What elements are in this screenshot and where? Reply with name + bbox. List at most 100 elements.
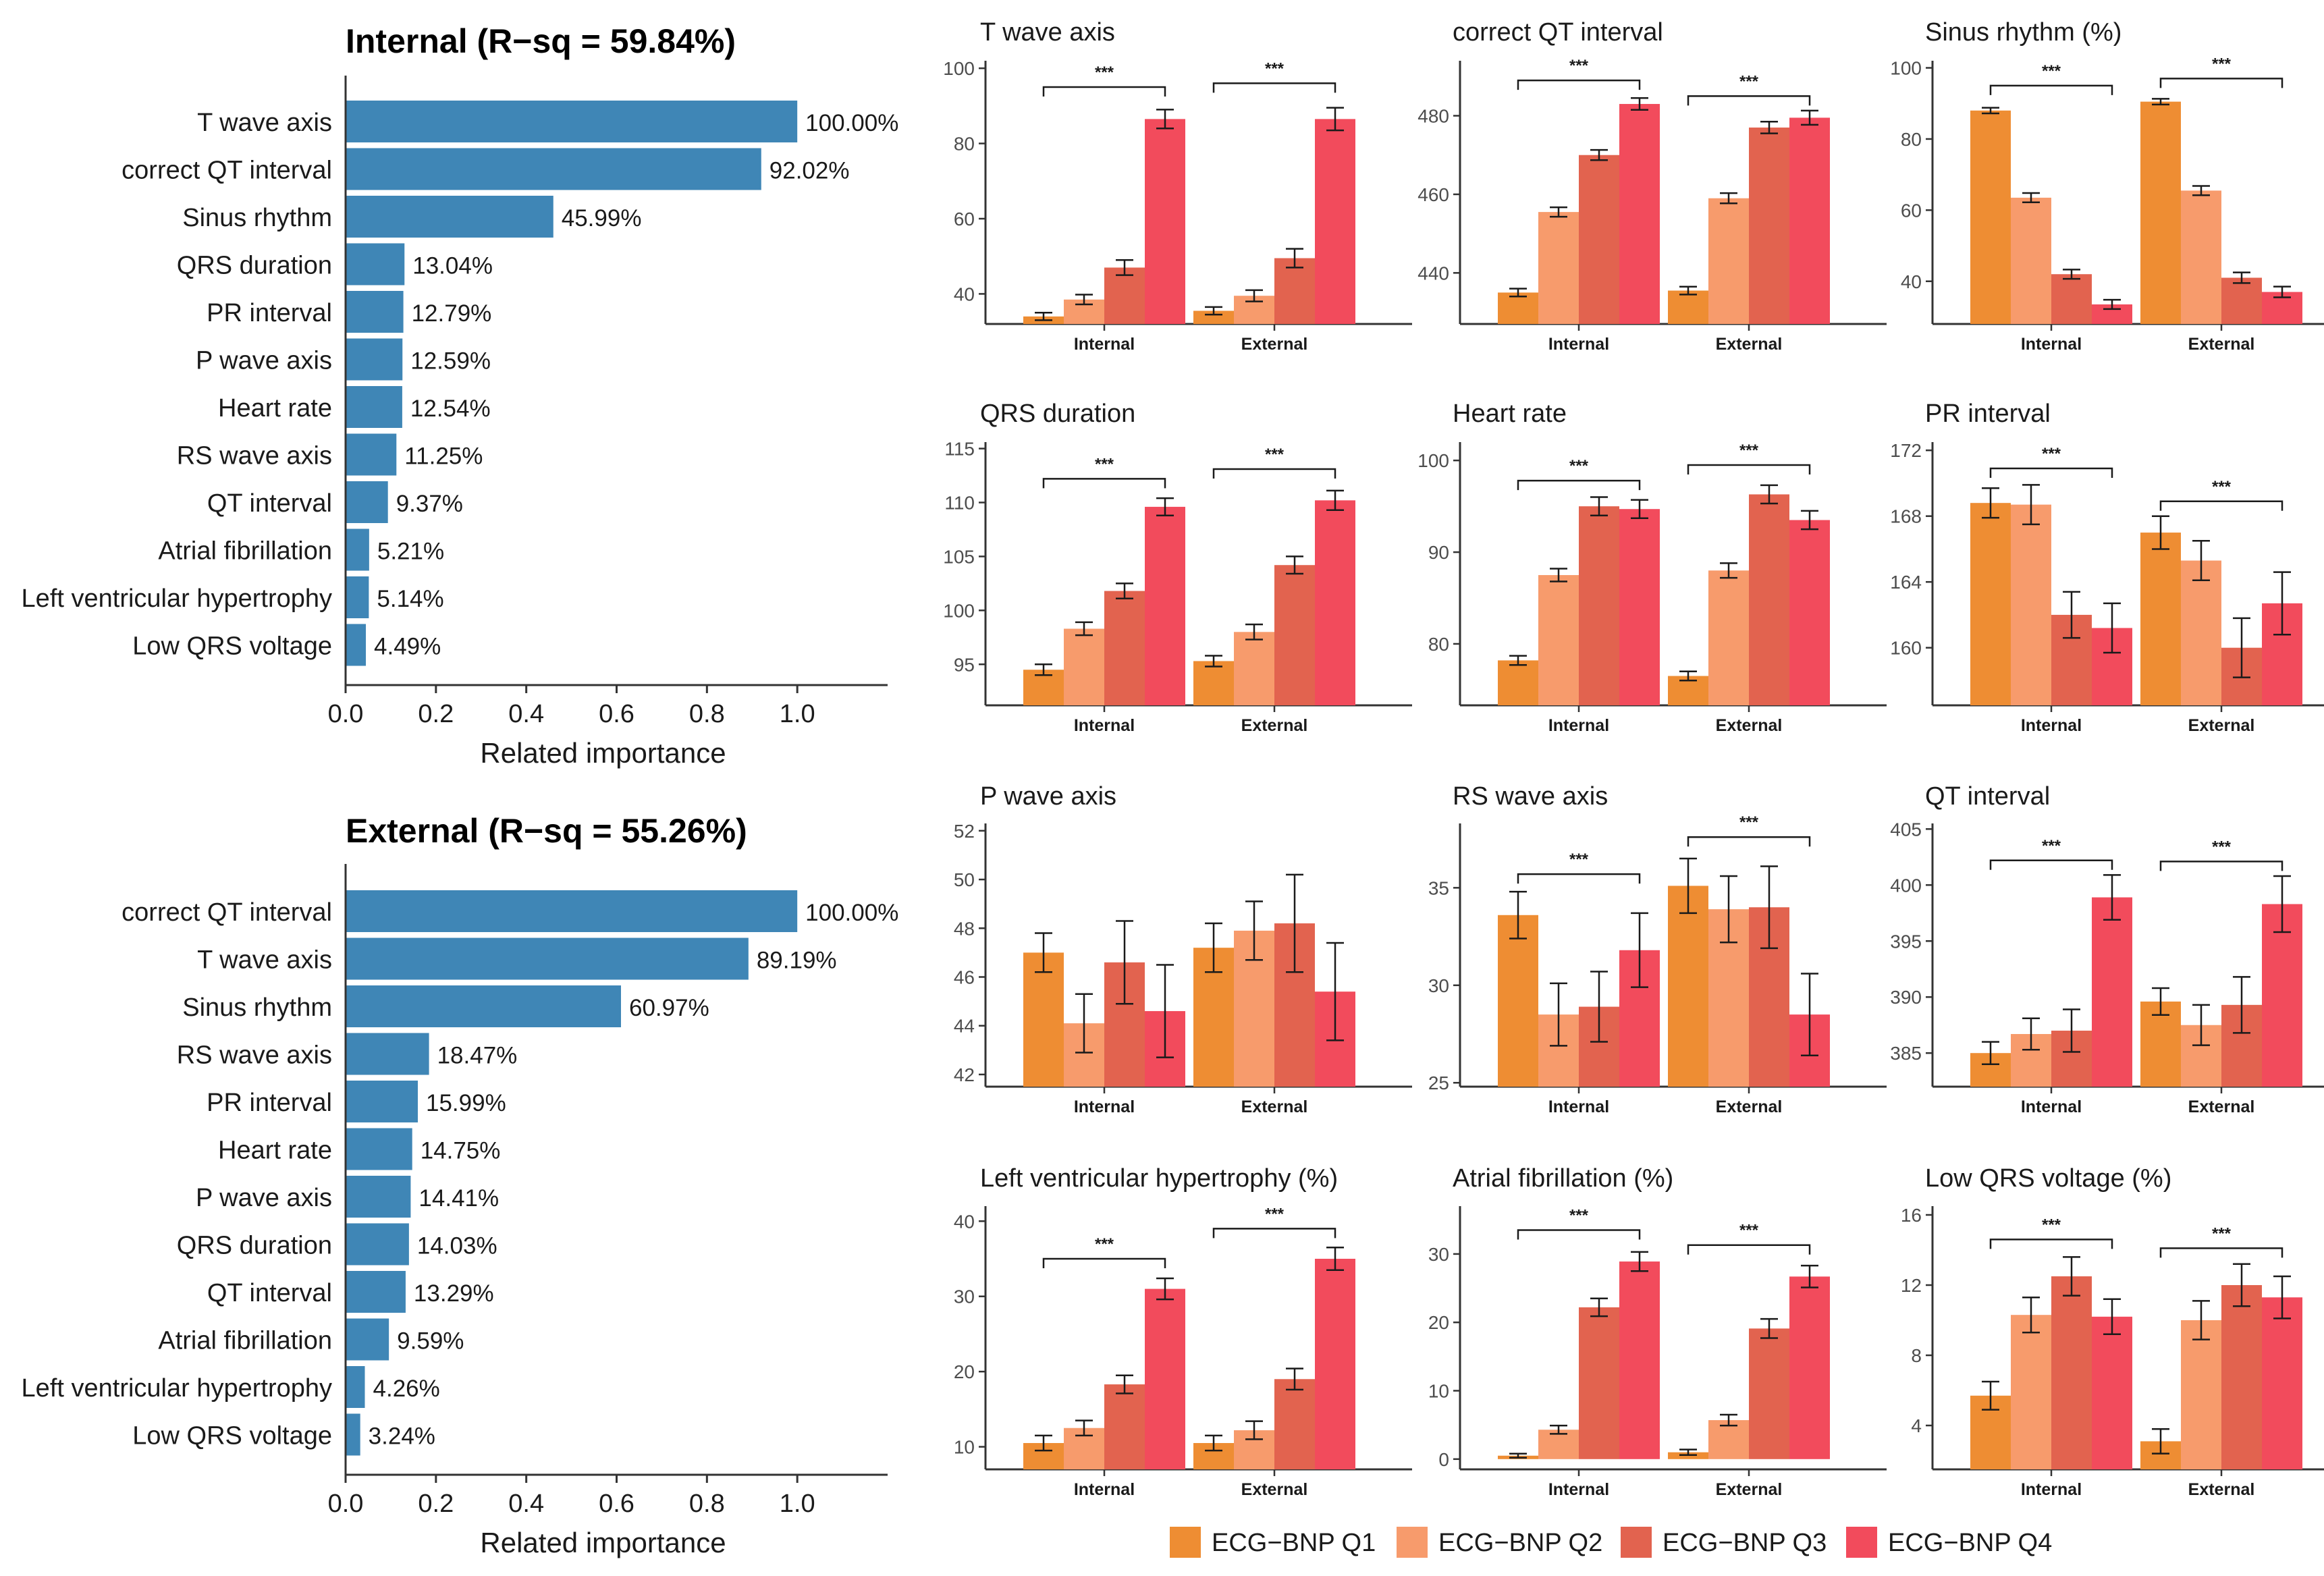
bar-ecg-bnp-q4-external: [1789, 117, 1830, 324]
value-label: 14.41%: [418, 1185, 499, 1212]
legend-swatch-ecg-bnp-q3: [1621, 1527, 1652, 1558]
category-label: Sinus rhythm: [182, 204, 332, 232]
significance-bracket: [1989, 84, 2113, 95]
x-tick-label: External: [1241, 335, 1308, 354]
bar-ecg-bnp-q1-internal: [1498, 660, 1538, 705]
importance-bar-low-qrs-voltage: [346, 624, 367, 666]
category-label: T wave axis: [197, 109, 332, 137]
x-tick-label: Internal: [1548, 1480, 1609, 1499]
significance-label: ***: [1095, 63, 1114, 82]
bar-ecg-bnp-q4-internal: [1145, 506, 1185, 705]
panel-title: PR interval: [1925, 400, 2051, 428]
category-label: Heart rate: [218, 1137, 332, 1165]
x-tick-label: 0.6: [599, 700, 634, 728]
significance-bracket: [2159, 1247, 2284, 1258]
bar-ecg-bnp-q4-external: [2262, 904, 2302, 1087]
bar-ecg-bnp-q3-internal: [2051, 1276, 2092, 1469]
category-label: Sinus rhythm: [182, 994, 332, 1022]
y-tick-label: 30: [1428, 1244, 1449, 1265]
significance-bracket: [1212, 82, 1336, 93]
significance-label: ***: [2042, 62, 2061, 80]
y-tick-label: 10: [954, 1437, 975, 1458]
bar-ecg-bnp-q1-external: [1193, 661, 1234, 705]
panel-atrial-fibrillation: Atrial fibrillation (%) 0 10 20 30 Internal Ex…: [1428, 1164, 1887, 1499]
y-tick-label: 42: [954, 1064, 975, 1085]
panel-title: correct QT interval: [1453, 18, 1663, 47]
panel-pr-interval: PR interval 160 164 168 172 Internal External *…: [1890, 400, 2324, 735]
importance-bar-atrial-fibrillation: [346, 528, 369, 571]
x-tick-label: External: [1241, 1480, 1308, 1499]
bar-ecg-bnp-q2-internal: [1538, 212, 1579, 324]
bar-ecg-bnp-q2-internal: [2011, 197, 2051, 324]
bar-ecg-bnp-q4-external: [1315, 119, 1355, 324]
panel-title: Atrial fibrillation (%): [1453, 1164, 1673, 1193]
significance-label: ***: [2212, 838, 2232, 856]
x-tick-label: External: [2188, 1480, 2255, 1499]
x-tick-label: External: [1241, 716, 1308, 735]
bar-ecg-bnp-q3-internal: [1579, 506, 1619, 705]
importance-bar-atrial-fibrillation: [346, 1318, 389, 1361]
category-label: Left ventricular hypertrophy: [22, 1374, 332, 1403]
category-label: RS wave axis: [177, 1041, 332, 1070]
value-label: 14.75%: [421, 1138, 501, 1164]
legend-label: ECG−BNP Q3: [1663, 1529, 1827, 1557]
x-tick-label: Internal: [1074, 1480, 1135, 1499]
bar-ecg-bnp-q4-internal: [1145, 1288, 1185, 1469]
category-label: P wave axis: [196, 347, 332, 375]
significance-label: ***: [2042, 445, 2061, 463]
value-label: 100.00%: [805, 110, 898, 136]
x-tick-label: Internal: [2021, 716, 2082, 735]
panel-title: RS wave axis: [1453, 782, 1608, 811]
x-axis-title: Related importance: [480, 737, 726, 769]
y-tick-label: 48: [954, 918, 975, 939]
x-tick-label: Internal: [1548, 1097, 1609, 1116]
category-label: Low QRS voltage: [132, 632, 332, 661]
bar-ecg-bnp-q2-external: [2181, 560, 2221, 705]
y-tick-label: 110: [944, 493, 975, 514]
value-label: 5.21%: [377, 539, 444, 565]
bar-ecg-bnp-q2-external: [1234, 632, 1274, 705]
significance-bracket: [1517, 479, 1641, 491]
y-tick-label: 30: [954, 1286, 975, 1307]
value-label: 4.49%: [374, 634, 441, 660]
y-tick-label: 12: [1901, 1275, 1922, 1296]
x-tick-label: 0.4: [508, 1490, 544, 1518]
bar-ecg-bnp-q2-external: [1708, 570, 1749, 705]
legend-swatch-ecg-bnp-q1: [1170, 1527, 1201, 1558]
significance-label: ***: [2042, 1216, 2061, 1234]
category-label: correct QT interval: [121, 157, 332, 185]
x-tick-label: 1.0: [780, 700, 815, 728]
y-tick-label: 80: [1901, 129, 1922, 150]
panel-qt-interval: QT interval 385 390 395 400 405 Internal Extern…: [1890, 782, 2324, 1116]
bar-ecg-bnp-q1-external: [1668, 886, 1708, 1087]
category-label: QRS duration: [177, 252, 332, 280]
significance-label: ***: [2212, 1224, 2232, 1243]
bar-ecg-bnp-q4-external: [1789, 520, 1830, 705]
bar-ecg-bnp-q2-internal: [2011, 1315, 2051, 1469]
value-label: 9.59%: [397, 1328, 464, 1355]
y-tick-label: 395: [1890, 931, 1922, 952]
significance-bracket: [1517, 79, 1641, 90]
bar-ecg-bnp-q4-external: [1315, 500, 1355, 705]
significance-bracket: [1687, 1244, 1811, 1255]
y-tick-label: 50: [954, 869, 975, 890]
bar-ecg-bnp-q4-internal: [2092, 897, 2132, 1087]
x-tick-label: 0.0: [328, 1490, 364, 1518]
value-label: 18.47%: [437, 1043, 518, 1069]
value-label: 12.54%: [410, 396, 491, 422]
y-tick-label: 60: [954, 209, 975, 229]
y-tick-label: 16: [1901, 1205, 1922, 1226]
x-tick-label: 1.0: [780, 1490, 815, 1518]
value-label: 13.29%: [414, 1280, 494, 1307]
bar-ecg-bnp-q3-external: [1749, 127, 1789, 324]
x-tick-label: External: [2188, 1097, 2255, 1116]
value-label: 14.03%: [417, 1233, 497, 1259]
category-label: QRS duration: [177, 1232, 332, 1260]
legend-label: ECG−BNP Q1: [1212, 1529, 1376, 1557]
bar-ecg-bnp-q1-internal: [1498, 292, 1538, 324]
y-tick-label: 105: [943, 546, 975, 567]
panel-correct-qt-interval: correct QT interval 440 460 480 Internal Exte…: [1417, 18, 1887, 354]
category-label: RS wave axis: [177, 442, 332, 470]
significance-bracket: [1212, 468, 1336, 479]
bar-ecg-bnp-q1-external: [2140, 101, 2181, 325]
